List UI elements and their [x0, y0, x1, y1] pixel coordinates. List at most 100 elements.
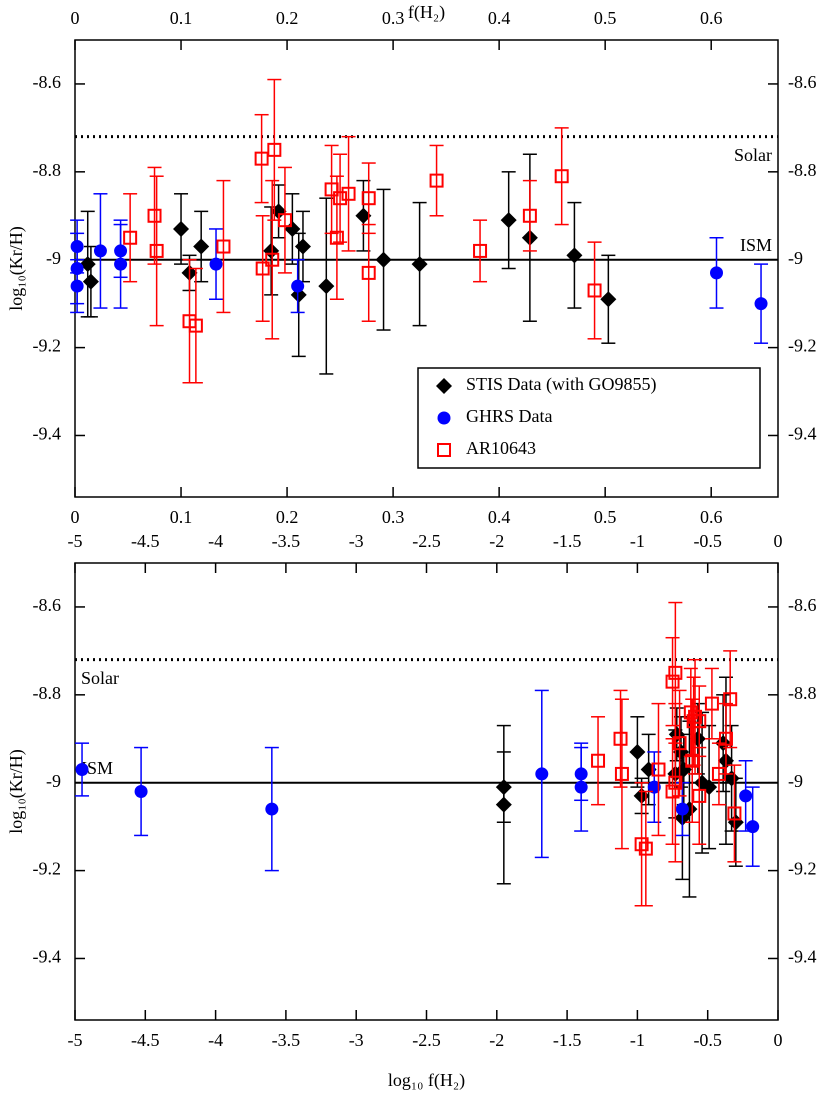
x-tick-label-top: -4.5 [131, 531, 160, 551]
legend-box [417, 367, 761, 469]
circle-marker [647, 780, 661, 794]
square-marker [665, 784, 680, 799]
x-axis-label: f(H₂) [408, 2, 445, 23]
circle-marker [535, 767, 549, 781]
square-marker [692, 788, 707, 803]
diamond-marker [318, 278, 335, 295]
x-tick-label: -0.5 [693, 1030, 722, 1050]
diamond-marker [727, 814, 744, 831]
square-marker [668, 665, 683, 680]
y-tick-label: -9.2 [33, 859, 62, 879]
reference-label: Solar [81, 668, 119, 688]
circle-marker [265, 802, 279, 816]
x-tick-label: -4 [208, 1030, 223, 1050]
diamond-marker [436, 378, 452, 394]
x-tick-label: 0 [774, 1030, 783, 1050]
circle-marker [134, 785, 148, 798]
square-marker [668, 775, 683, 790]
square-marker [554, 169, 569, 184]
y-tick-label-right: -8.8 [788, 160, 817, 180]
x-tick-label: -3 [349, 1030, 364, 1050]
x-tick-label-top: 0.5 [594, 8, 617, 28]
x-tick-label: -2 [489, 1030, 504, 1050]
diamond-marker [495, 796, 512, 813]
square-marker [216, 239, 231, 254]
square-marker [341, 186, 356, 201]
x-tick-label: 0.6 [700, 507, 723, 527]
y-tick-label: -9.2 [33, 336, 62, 356]
circle-marker [70, 279, 84, 293]
x-tick-label: 0 [71, 507, 80, 527]
y-tick-label-right: -9.2 [788, 859, 817, 879]
legend-label: AR10643 [466, 438, 536, 458]
diamond-marker [375, 251, 392, 268]
x-tick-label: 0.4 [488, 507, 511, 527]
x-tick-label: -2.5 [412, 1030, 441, 1050]
legend-label: GHRS Data [466, 406, 553, 426]
square-marker [265, 252, 280, 267]
square-marker [718, 731, 733, 746]
x-tick-label-top: -3 [349, 531, 364, 551]
circle-marker [574, 780, 588, 794]
square-marker [255, 261, 270, 276]
y-tick-label: -8.6 [33, 72, 62, 92]
circle-marker [75, 763, 89, 777]
square-marker [638, 841, 653, 856]
square-marker [672, 736, 687, 751]
circle-marker [209, 257, 223, 271]
square-marker [123, 230, 138, 245]
diamond-marker [566, 247, 583, 264]
reference-label: ISM [740, 235, 772, 255]
diamond-marker [600, 291, 617, 308]
circle-marker [93, 244, 107, 258]
x-tick-label: 0.5 [594, 507, 617, 527]
circle-marker [114, 257, 128, 271]
square-marker [254, 151, 269, 166]
square-marker [683, 705, 698, 720]
x-tick-label-top: 0.4 [488, 8, 511, 28]
square-marker [522, 208, 537, 223]
square-marker [634, 837, 649, 852]
diamond-marker [294, 238, 311, 255]
x-tick-label-top: -2.5 [412, 531, 441, 551]
circle-marker [437, 411, 451, 425]
x-tick-label-top: -3.5 [272, 531, 301, 551]
x-tick-label: 0.1 [170, 507, 193, 527]
square-marker [149, 243, 164, 258]
y-axis-label: log₁₀(Kr/H) [6, 749, 27, 834]
square-marker [692, 714, 707, 729]
diamond-marker [355, 207, 372, 224]
x-tick-label: -5 [68, 1030, 83, 1050]
x-tick-label-top: -5 [68, 531, 83, 551]
square-marker [723, 692, 738, 707]
square-marker [651, 762, 666, 777]
square-marker [437, 443, 451, 457]
y-tick-label: -8.8 [33, 160, 62, 180]
y-tick-label-right: -8.6 [788, 595, 817, 615]
x-tick-label-top: -1.5 [553, 531, 582, 551]
y-tick-label-right: -9.2 [788, 336, 817, 356]
x-tick-label-top: 0 [774, 531, 783, 551]
circle-marker [746, 820, 760, 834]
diamond-marker [500, 212, 517, 229]
x-tick-label-top: 0.3 [382, 8, 405, 28]
square-marker [727, 806, 742, 821]
y-axis-label: log₁₀(Kr/H) [6, 226, 27, 311]
x-tick-label: -1 [630, 1030, 645, 1050]
x-tick-label: -1.5 [553, 1030, 582, 1050]
circle-marker [291, 279, 305, 293]
diamond-marker [193, 238, 210, 255]
y-tick-label-right: -9.4 [788, 424, 817, 444]
x-tick-label: -4.5 [131, 1030, 160, 1050]
y-tick-label-right: -8.6 [788, 72, 817, 92]
x-tick-label-top: -1 [630, 531, 645, 551]
square-marker [267, 142, 282, 157]
square-marker [685, 753, 700, 768]
square-marker [591, 753, 606, 768]
square-marker [277, 213, 292, 228]
circle-marker [754, 297, 768, 311]
square-marker [473, 243, 488, 258]
x-tick-label-top: 0.6 [700, 8, 723, 28]
circle-marker [739, 789, 753, 803]
